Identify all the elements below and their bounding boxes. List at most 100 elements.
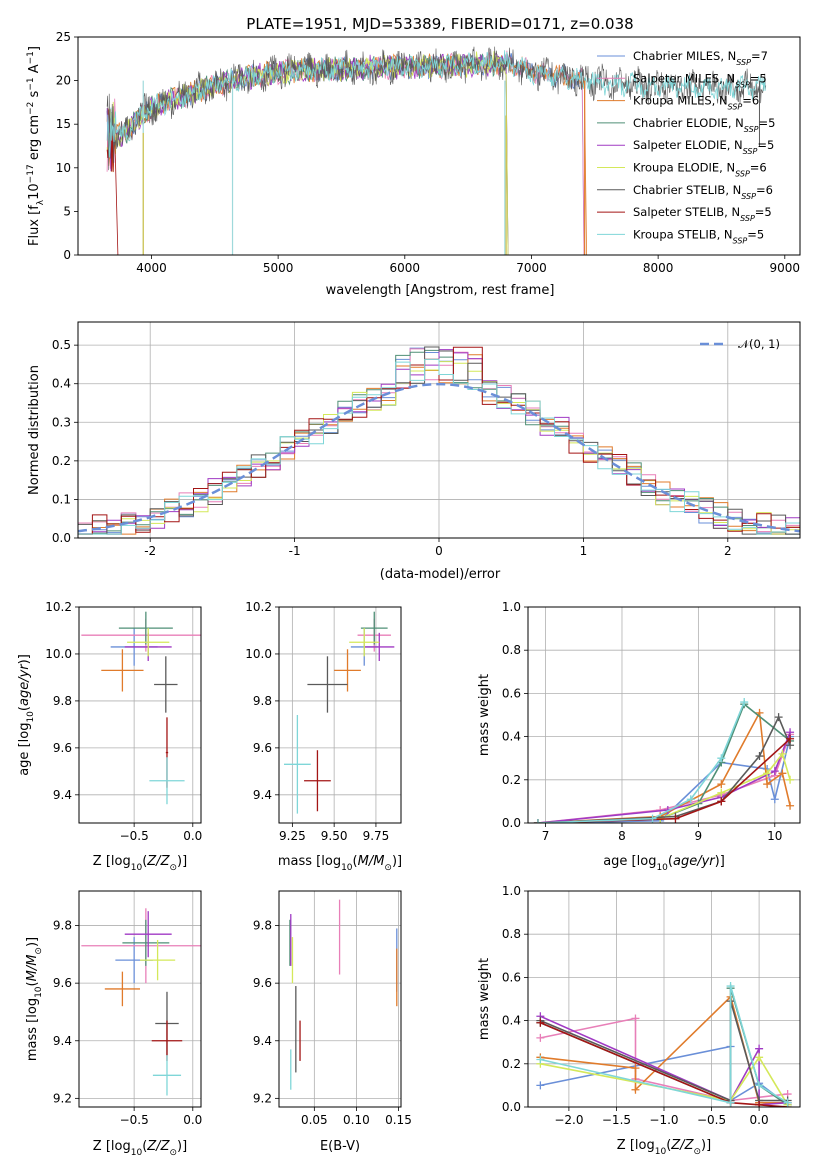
axes-weight-vs-Z: −2.0 −1.5 −1.0 −0.5 0.0 0.0 0.2 0.4 0.6 0.8 1.0 Z […: [477, 884, 801, 1157]
plot-area: [81, 908, 201, 1096]
x-tick-label: 0.15: [385, 1113, 412, 1127]
y-tick-label: 25: [56, 30, 71, 44]
y-tick-label: 15: [56, 117, 71, 131]
legend-label: Chabrier STELIB, NSSP=6: [633, 183, 773, 201]
legend-label: Kroupa ELODIE, NSSP=6: [633, 161, 767, 179]
legend-label: Kroupa MILES, NSSP=6: [633, 94, 759, 112]
y-tick-label: 0.0: [52, 531, 71, 545]
weight-marker: [536, 1033, 545, 1042]
y-tick-label: 0.2: [502, 1057, 521, 1071]
x-tick-label: −2.0: [554, 1113, 583, 1127]
weight-marker: [717, 788, 726, 797]
y-label: mass [log10(M/M⊙)]: [25, 937, 44, 1061]
x-label: Z [log10(Z/Z⊙)]: [93, 1139, 187, 1158]
weight-marker: [755, 1053, 764, 1062]
weight-marker: [770, 767, 779, 776]
x-tick-label: 0.05: [301, 1113, 328, 1127]
legend-item: Salpeter MILES, NSSP=5: [597, 71, 767, 89]
weight-line: [537, 736, 791, 823]
errorbar-kroupa-stelib: [284, 715, 311, 814]
x-tick-label: 8: [618, 829, 626, 843]
y-tick-label: 9.8: [53, 919, 72, 933]
axes-frame: [527, 606, 801, 824]
spectrum-line-chabrier-stelib: [106, 46, 767, 171]
x-label: Z [log10(Z/Z⊙)]: [93, 854, 187, 873]
spectrum-line-salpeter-miles: [106, 50, 585, 255]
x-tick-label: −0.5: [697, 1113, 726, 1127]
weight-line: [537, 715, 791, 823]
y-tick-label: 9.6: [253, 741, 272, 755]
x-label: age [log10(age/yr)]: [603, 854, 725, 873]
errorbar-chabrier-stelib: [307, 656, 348, 713]
y-label: mass weight: [477, 958, 492, 1040]
histogram-kroupa-stelib: [78, 358, 800, 538]
weight-line: [540, 1022, 788, 1107]
y-tick-label: 9.2: [253, 1091, 272, 1105]
axes-weight-vs-age: 7 8 9 10 0.0 0.2 0.4 0.6 0.8 1.0 age [log10(age/yr…: [477, 600, 801, 873]
legend-item: Kroupa STELIB, NSSP=5: [597, 227, 764, 245]
legend-label: Chabrier MILES, NSSP=7: [633, 49, 768, 67]
y-tick-label: 0.4: [502, 1014, 521, 1028]
y-tick-label: 9.4: [53, 788, 72, 802]
x-tick-label: 9.75: [363, 829, 390, 843]
weight-marker: [631, 1064, 640, 1073]
y-tick-label: 0.6: [502, 970, 521, 984]
plot-area: [533, 698, 795, 823]
y-tick-label: 9.6: [53, 741, 72, 755]
y-tick-label: 20: [56, 74, 71, 88]
spectrum-line-salpeter-elodie: [106, 53, 509, 255]
figure-title: PLATE=1951, MJD=53389, FIBERID=0171, z=0…: [246, 15, 633, 33]
weight-line: [540, 995, 788, 1104]
errorbar-salpeter-elodie: [124, 911, 172, 958]
y-tick-label: 9.6: [253, 976, 272, 990]
y-tick-label: 0.0: [502, 1100, 521, 1114]
legend-label: Salpeter MILES, NSSP=5: [633, 71, 767, 89]
errorbar-kroupa-miles: [101, 649, 144, 692]
weight-line: [540, 1055, 789, 1106]
axes-frame: [78, 890, 202, 1108]
weight-marker: [631, 1014, 640, 1023]
y-tick-label: 5: [63, 204, 71, 218]
x-tick-label: 9000: [770, 261, 801, 275]
legend-label: Salpeter STELIB, NSSP=5: [633, 205, 772, 223]
x-label: (data-model)/error: [380, 567, 501, 582]
spectrum-legend: Chabrier MILES, NSSP=7 Salpeter MILES, NS…: [597, 49, 775, 245]
axes-frame: [527, 890, 801, 1108]
y-tick-label: 10: [56, 161, 71, 175]
errorbar-kroupa-elodie: [140, 939, 176, 981]
y-tick-label: 9.8: [53, 694, 72, 708]
x-tick-label: 10: [767, 829, 782, 843]
x-tick-label: -1: [289, 544, 301, 558]
weight-marker: [671, 814, 680, 823]
errorbar-chabrier-stelib: [154, 656, 178, 713]
plot-area: [536, 982, 792, 1107]
errorbar-salpeter-stelib: [304, 750, 331, 812]
x-tick-label: 7000: [516, 261, 547, 275]
x-tick-label: 0.10: [343, 1113, 370, 1127]
x-tick-label: −0.5: [120, 1113, 149, 1127]
x-tick-label: 0.0: [750, 1113, 769, 1127]
weight-marker: [786, 775, 795, 784]
weight-marker: [755, 1081, 764, 1090]
legend-item: Chabrier STELIB, NSSP=6: [597, 183, 773, 201]
x-tick-label: 0.0: [183, 829, 202, 843]
weight-marker: [648, 814, 657, 823]
errorbar-kroupa-elodie: [349, 628, 380, 657]
y-tick-label: 0.3: [52, 415, 71, 429]
weight-marker: [536, 1018, 545, 1027]
y-label: mass weight: [477, 674, 492, 756]
spectrum-line-chabrier-elodie: [106, 53, 509, 255]
y-tick-label: 0.4: [52, 377, 71, 391]
x-tick-label: -2: [144, 544, 156, 558]
y-label: Normed distribution: [27, 365, 42, 495]
weight-marker: [755, 1100, 764, 1107]
axes-frame: [278, 890, 402, 1108]
y-tick-label: 0.2: [502, 773, 521, 787]
x-tick-label: 0.0: [183, 1113, 202, 1127]
weight-marker: [726, 1098, 735, 1107]
axes-frame: [278, 606, 402, 824]
weight-marker: [726, 982, 735, 991]
legend-label: Kroupa STELIB, NSSP=5: [633, 227, 764, 245]
axes-frame: [77, 36, 801, 256]
y-label: age [log10(age/yr)]: [17, 654, 36, 776]
